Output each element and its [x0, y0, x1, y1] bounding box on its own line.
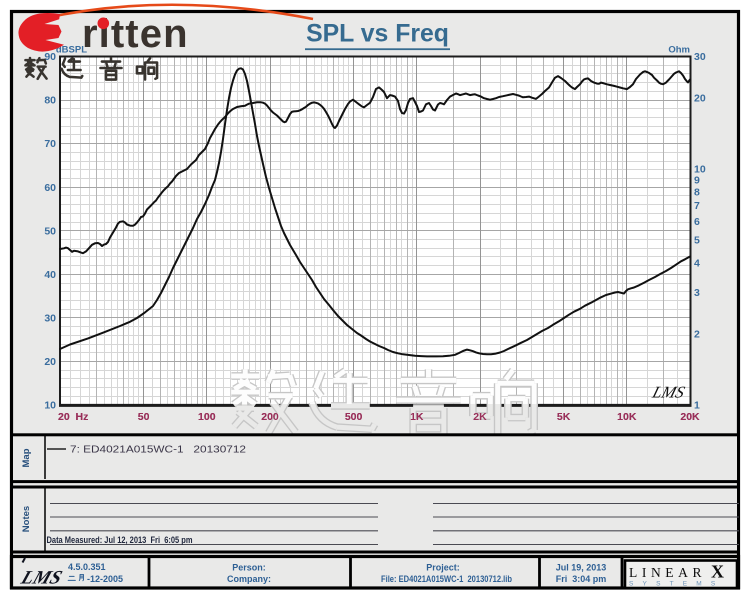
svg-text:Company:: Company: — [227, 574, 271, 584]
svg-text:100: 100 — [198, 411, 216, 423]
svg-text:7: ED4021A015WC-1 20130712: 7: ED4021A015WC-1 20130712 — [70, 445, 247, 456]
svg-text:50: 50 — [138, 411, 150, 423]
svg-text:Map: Map — [21, 448, 32, 467]
svg-text:5K: 5K — [557, 411, 571, 423]
svg-text:80: 80 — [44, 95, 56, 107]
svg-text:20: 20 — [44, 356, 56, 368]
svg-text:8: 8 — [694, 187, 700, 199]
svg-text:10: 10 — [44, 400, 56, 412]
svg-text:7: 7 — [694, 200, 700, 212]
svg-text:500: 500 — [345, 411, 363, 423]
svg-text:File: ED4021A015WC-1 20130712: File: ED4021A015WC-1 20130712.lib — [381, 574, 513, 584]
svg-text:70: 70 — [44, 138, 56, 150]
svg-text:Project:: Project: — [426, 563, 460, 573]
svg-text:5: 5 — [694, 235, 700, 247]
svg-text:20K: 20K — [680, 411, 700, 423]
svg-text:20K: 20K — [680, 411, 700, 423]
svg-text:9: 9 — [694, 175, 700, 187]
svg-text:3: 3 — [694, 287, 700, 299]
svg-text:ritten: ritten — [82, 12, 189, 56]
svg-text:20 Hz: 20 Hz — [58, 411, 88, 423]
svg-text:30: 30 — [694, 51, 706, 63]
svg-text:60: 60 — [44, 182, 56, 194]
svg-text:20: 20 — [694, 93, 706, 105]
svg-text:2K: 2K — [473, 411, 487, 423]
svg-text:1: 1 — [694, 400, 700, 412]
svg-text:20 Hz: 20 Hz — [58, 411, 88, 423]
svg-text:SPL vs Freq: SPL vs Freq — [306, 21, 449, 48]
svg-text:6: 6 — [694, 216, 700, 228]
svg-text:dBSPL: dBSPL — [56, 45, 87, 56]
svg-text:2: 2 — [694, 329, 700, 341]
svg-text:10K: 10K — [617, 411, 637, 423]
svg-text:4: 4 — [694, 258, 700, 270]
svg-text:90: 90 — [44, 51, 56, 63]
svg-text:50: 50 — [44, 225, 56, 237]
svg-text:Jul 19, 2013: Jul 19, 2013 — [556, 563, 607, 573]
svg-text:Notes: Notes — [21, 506, 32, 532]
svg-text:SYSTEMS: SYSTEMS — [629, 581, 724, 588]
svg-text:40: 40 — [44, 269, 56, 281]
svg-text:500: 500 — [345, 411, 363, 423]
svg-text:10: 10 — [694, 164, 706, 176]
svg-text:Ohm: Ohm — [668, 45, 690, 56]
svg-text:LMS: LMS — [649, 383, 687, 402]
svg-text:10K: 10K — [617, 411, 637, 423]
svg-text:-12-2005: -12-2005 — [87, 574, 123, 584]
svg-text:30: 30 — [44, 313, 56, 325]
svg-text:Data Measured: Jul 12, 2013 F: Data Measured: Jul 12, 2013 Fri 6:05 pm — [47, 535, 193, 545]
svg-text:Person:: Person: — [232, 563, 266, 573]
svg-text:5K: 5K — [557, 411, 571, 423]
svg-text:X: X — [711, 562, 724, 582]
svg-text:100: 100 — [198, 411, 216, 423]
svg-text:50: 50 — [138, 411, 150, 423]
svg-text:LMS: LMS — [17, 568, 65, 588]
svg-text:4.5.0.351: 4.5.0.351 — [68, 562, 106, 572]
svg-text:Fri 3:04 pm: Fri 3:04 pm — [556, 574, 607, 584]
svg-text:1K: 1K — [410, 411, 424, 423]
svg-text:LINEAR: LINEAR — [629, 565, 706, 580]
svg-text:200: 200 — [261, 411, 279, 423]
